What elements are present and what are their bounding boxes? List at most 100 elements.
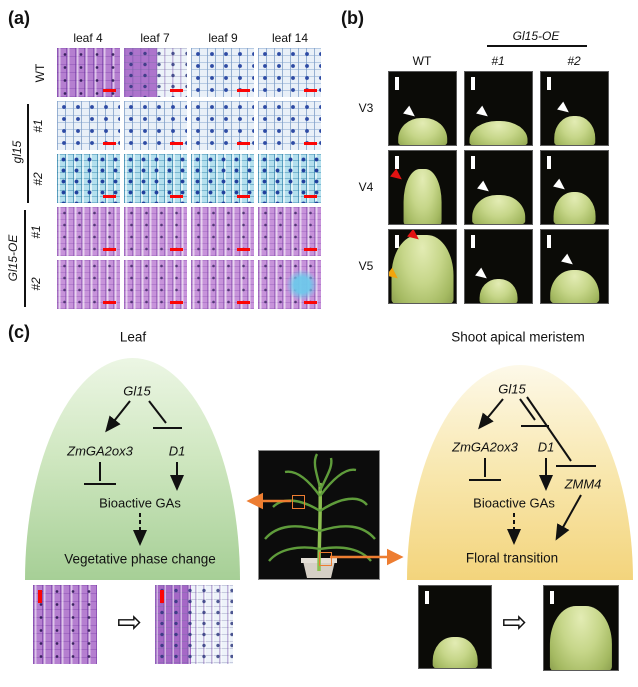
row-group-label-gl15oe: Gl15-OE — [6, 234, 20, 282]
micrograph-tile-oe-2-leaf14 — [258, 260, 321, 309]
scale-bar — [304, 194, 317, 198]
micrograph-tile-gl15-1-leaf14 — [258, 101, 321, 150]
scale-bar — [170, 194, 183, 198]
scale-bar — [237, 247, 250, 251]
scale-bar — [160, 590, 164, 603]
group-bracket-line — [27, 104, 29, 203]
meristem-dome — [549, 269, 600, 303]
micrograph-tile-gl15-2-leaf14 — [258, 154, 321, 203]
meristem-dome — [553, 116, 596, 145]
row-group-label-gl15: gl15 — [10, 140, 24, 164]
meristem-dome — [391, 234, 454, 303]
gene-zmga2ox3-leaf: ZmGA2ox3 — [67, 443, 133, 459]
scale-bar — [170, 141, 183, 145]
apex-photo-v3-wt — [388, 71, 457, 146]
sam-dome-background — [407, 365, 633, 580]
scale-bar — [103, 88, 116, 92]
scale-bar — [395, 77, 399, 90]
shoot-apex-photo-grid — [388, 71, 609, 304]
apex-photo-v4-oe2 — [540, 150, 609, 225]
meristem-dome — [403, 169, 442, 224]
column-header-leaf9: leaf 9 — [208, 31, 238, 45]
panel-a-label: (a) — [8, 8, 30, 28]
gene-gl15-sam: Gl15 — [498, 381, 526, 397]
panel-c-label: (c) — [8, 322, 30, 342]
scale-bar — [237, 194, 250, 198]
apex-photo-v5-oe1 — [464, 229, 533, 304]
red-arrowhead-icon — [390, 168, 405, 184]
micrograph-tile-gl15-2-leaf9 — [191, 154, 254, 203]
sam-callout-box — [319, 552, 332, 566]
bioactive-gas-sam: Bioactive GAs — [473, 495, 555, 511]
scale-bar — [550, 591, 554, 604]
micrograph-tile-oe-2-leaf4 — [57, 260, 120, 309]
scale-bar — [547, 156, 551, 169]
row-label-gl15-2: #2 — [31, 172, 45, 186]
apex-photo-v3-oe2 — [540, 71, 609, 146]
apex-photo-v4-oe1 — [464, 150, 533, 225]
column-header-leaf4: leaf 4 — [73, 31, 103, 45]
column-header-oe2: #2 — [567, 54, 581, 68]
column-header-leaf14: leaf 14 — [271, 31, 309, 45]
scale-bar — [547, 235, 551, 248]
scale-bar — [170, 247, 183, 251]
gene-d1-leaf: D1 — [168, 443, 186, 459]
scale-bar — [103, 194, 116, 198]
row-label-gl15oe-2: #2 — [29, 277, 43, 291]
scale-bar — [237, 141, 250, 145]
scale-bar — [304, 88, 317, 92]
meristem-dome — [479, 278, 518, 303]
phase-change-before-micrograph — [33, 585, 97, 664]
gene-zmm4-sam: ZMM4 — [564, 476, 602, 492]
panel-b-label: (b) — [341, 8, 364, 28]
scale-bar — [170, 300, 183, 304]
scale-bar — [471, 77, 475, 90]
micrograph-tile-gl15-1-leaf7 — [124, 101, 187, 150]
gene-zmga2ox3-sam: ZmGA2ox3 — [452, 439, 518, 455]
apex-photo-v5-wt — [388, 229, 457, 304]
column-header-wt: WT — [412, 54, 432, 68]
leaf-callout-box — [292, 495, 305, 509]
micrograph-tile-gl15-1-leaf4 — [57, 101, 120, 150]
scale-bar — [103, 300, 116, 304]
meristem-dome — [553, 192, 596, 224]
micrograph-tile-wt-leaf4 — [57, 48, 120, 97]
meristem-dome — [549, 606, 613, 670]
scale-bar — [304, 300, 317, 304]
gene-d1-sam: D1 — [537, 439, 555, 455]
apex-photo-v5-oe2 — [540, 229, 609, 304]
apex-photo-v4-wt — [388, 150, 457, 225]
micrograph-tile-oe-1-leaf7 — [124, 207, 187, 256]
column-group-header-gl15oe: Gl15-OE — [512, 29, 560, 43]
micrograph-tile-gl15-1-leaf9 — [191, 101, 254, 150]
scale-bar — [471, 156, 475, 169]
meristem-dome — [471, 195, 526, 224]
bioactive-gas-leaf: Bioactive GAs — [99, 495, 181, 511]
scale-bar — [170, 88, 183, 92]
meristem-dome — [469, 120, 528, 145]
row-label-gl15-1: #1 — [31, 119, 45, 133]
scale-bar — [547, 77, 551, 90]
scale-bar — [304, 247, 317, 251]
micrograph-tile-oe-1-leaf4 — [57, 207, 120, 256]
micrograph-tile-oe-2-leaf9 — [191, 260, 254, 309]
micrograph-tile-gl15-2-leaf7 — [124, 154, 187, 203]
white-arrowhead-icon — [557, 101, 572, 117]
phase-change-after-micrograph — [155, 585, 233, 664]
group-bracket-line — [487, 45, 587, 47]
stage-label-v3: V3 — [358, 101, 374, 115]
white-arrowhead-icon — [476, 105, 491, 121]
meristem-dome — [397, 117, 448, 145]
micrograph-tile-oe-1-leaf9 — [191, 207, 254, 256]
scale-bar — [103, 247, 116, 251]
block-arrow-right-icon: ⇨ — [502, 605, 528, 640]
gene-gl15-leaf: Gl15 — [123, 383, 151, 399]
apex-photo-v3-oe1 — [464, 71, 533, 146]
white-arrowhead-icon — [561, 253, 576, 269]
stage-label-v5: V5 — [358, 259, 374, 273]
micrograph-tile-wt-leaf14 — [258, 48, 321, 97]
floral-transition-after-photo — [543, 585, 619, 671]
micrograph-tile-gl15-2-leaf4 — [57, 154, 120, 203]
leaf-epidermis-micrograph-grid — [57, 48, 321, 309]
